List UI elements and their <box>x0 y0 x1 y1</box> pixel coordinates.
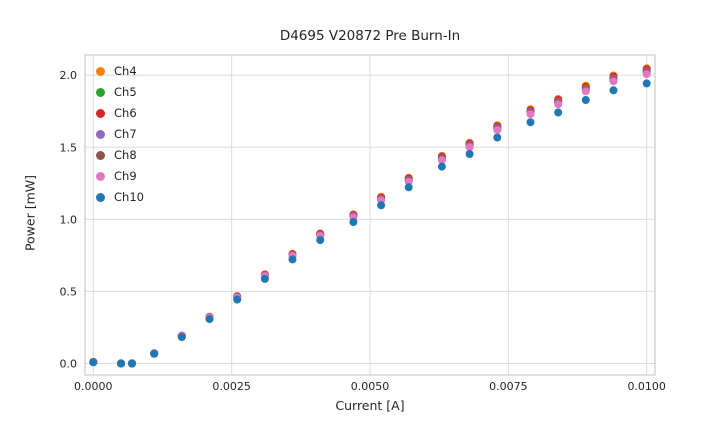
legend-label: Ch8 <box>114 148 137 162</box>
legend-item-ch7: Ch7 <box>96 124 144 145</box>
legend-label: Ch6 <box>114 106 137 120</box>
scatter-point <box>89 358 98 367</box>
legend-marker-icon <box>96 67 105 76</box>
scatter-point <box>260 274 269 283</box>
x-axis-label: Current [A] <box>335 398 405 413</box>
scatter-point <box>642 79 651 88</box>
chart-title: D4695 V20872 Pre Burn-In <box>279 28 461 44</box>
scatter-point <box>609 86 618 95</box>
x-tick-label: 0.0000 <box>74 380 113 393</box>
legend: Ch4 Ch5 Ch6 Ch7 Ch8 Ch9 Ch10 <box>96 61 144 208</box>
y-tick-label: 1.5 <box>60 141 78 154</box>
y-tick-label: 0.0 <box>60 357 78 370</box>
scatter-point <box>437 156 446 165</box>
scatter-point <box>377 201 386 210</box>
legend-label: Ch4 <box>114 64 137 78</box>
scatter-point <box>177 333 186 342</box>
legend-label: Ch9 <box>114 169 137 183</box>
scatter-point <box>404 183 413 192</box>
scatter-point <box>493 126 502 134</box>
legend-item-ch10: Ch10 <box>96 187 144 208</box>
scatter-point <box>581 96 590 104</box>
legend-label: Ch5 <box>114 85 137 99</box>
scatter-point <box>465 143 474 152</box>
scatter-point <box>437 162 446 171</box>
x-tick-label: 0.0100 <box>627 380 666 393</box>
scatter-point <box>233 295 242 304</box>
legend-item-ch5: Ch5 <box>96 82 144 103</box>
legend-marker-icon <box>96 172 105 181</box>
axes-border <box>84 54 656 376</box>
x-tick-label: 0.0050 <box>351 380 390 393</box>
scatter-point <box>316 236 325 245</box>
y-tick-label: 2.0 <box>60 69 78 82</box>
scatter-point <box>288 255 297 264</box>
y-tick-label: 0.5 <box>60 285 78 298</box>
scatter-point <box>205 315 214 324</box>
scatter-point <box>349 218 358 227</box>
legend-marker-icon <box>96 130 105 139</box>
scatter-point <box>465 150 474 158</box>
scatter-point <box>128 359 136 368</box>
scatter-point <box>554 100 563 109</box>
legend-marker-icon <box>96 88 105 97</box>
legend-item-ch4: Ch4 <box>96 61 144 82</box>
legend-marker-icon <box>96 193 105 202</box>
legend-label: Ch7 <box>114 127 137 141</box>
legend-item-ch9: Ch9 <box>96 166 144 187</box>
y-tick-label: 1.0 <box>60 213 78 226</box>
x-tick-label: 0.0075 <box>489 380 528 393</box>
legend-marker-icon <box>96 109 105 118</box>
x-tick-label: 0.0025 <box>212 380 251 393</box>
legend-marker-icon <box>96 151 105 160</box>
scatter-point <box>404 177 413 186</box>
scatter-point <box>150 349 159 358</box>
legend-item-ch6: Ch6 <box>96 103 144 124</box>
scatter-point <box>117 359 125 368</box>
legend-item-ch8: Ch8 <box>96 145 144 166</box>
y-axis-label: Power [mW] <box>22 174 38 252</box>
scatter-point <box>609 77 618 86</box>
legend-label: Ch10 <box>114 190 144 204</box>
scatter-point <box>526 118 535 127</box>
scatter-point <box>554 108 563 117</box>
scatter-point <box>581 87 590 96</box>
scatter-point <box>526 110 535 119</box>
scatter-point <box>642 70 651 78</box>
scatter-point <box>493 133 502 142</box>
